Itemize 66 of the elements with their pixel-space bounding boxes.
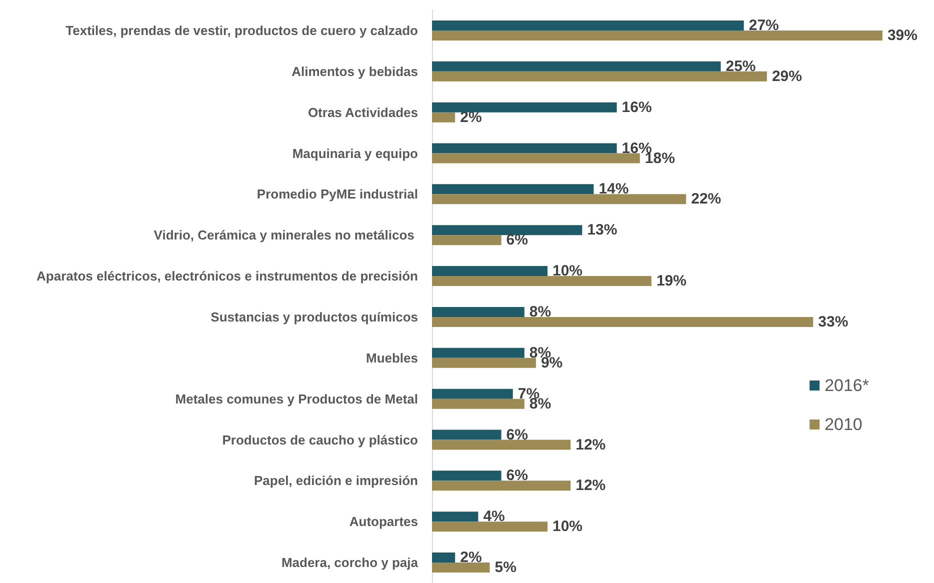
data-label: 4% xyxy=(483,508,505,526)
y-tick-label: Autopartes xyxy=(349,514,418,530)
bar xyxy=(432,348,524,358)
bar xyxy=(432,225,582,236)
data-label: 6% xyxy=(506,232,528,249)
bar xyxy=(432,194,686,204)
bar xyxy=(432,552,456,563)
bar xyxy=(432,470,502,481)
data-label: 12% xyxy=(576,477,606,494)
bar xyxy=(432,316,814,327)
data-label: 2% xyxy=(460,549,482,566)
bar xyxy=(432,184,594,194)
data-label: 12% xyxy=(576,436,606,454)
bar xyxy=(432,30,882,40)
legend-label: 2010 xyxy=(824,415,862,434)
legend-label: 2016* xyxy=(824,376,870,395)
y-tick-label: Alimentos y bebidas xyxy=(292,64,418,79)
data-label: 10% xyxy=(552,262,583,280)
bar xyxy=(432,112,456,122)
data-label: 27% xyxy=(748,16,779,34)
data-label: 25% xyxy=(726,58,756,75)
y-tick-label: Maquinaria y equipo xyxy=(292,146,418,161)
bar xyxy=(432,71,767,82)
y-tick-label: Promedio PyME industrial xyxy=(256,186,418,202)
data-label: 19% xyxy=(656,272,686,290)
bar xyxy=(432,306,524,317)
data-label: 16% xyxy=(622,98,652,116)
bar xyxy=(432,398,524,409)
data-label: 29% xyxy=(772,68,802,85)
bar xyxy=(432,20,744,30)
bar xyxy=(432,480,571,491)
bar xyxy=(432,512,478,522)
bar xyxy=(432,266,548,276)
bar xyxy=(432,61,721,72)
bar xyxy=(432,235,502,246)
y-tick-label: Vidrio, Cerámica y minerales no metálicos xyxy=(154,228,418,243)
data-label: 2% xyxy=(460,108,482,126)
y-tick-label: Madera, corcho y paja xyxy=(281,555,419,570)
bar xyxy=(432,276,652,286)
bar xyxy=(432,522,548,532)
data-label: 8% xyxy=(529,303,552,320)
y-tick-label: Otras Actividades xyxy=(308,104,418,120)
bar xyxy=(432,143,617,154)
y-tick-label: Textiles, prendas de vestir, productos de cuero y calzado xyxy=(66,22,418,38)
y-tick-label: Sustancias y productos químicos xyxy=(210,309,418,324)
bar xyxy=(432,430,502,440)
data-label: 22% xyxy=(691,190,722,208)
y-tick-label: Muebles xyxy=(366,350,418,366)
y-tick-label: Metales comunes y Productos de Metal xyxy=(175,391,418,406)
bar xyxy=(432,358,536,368)
data-label: 14% xyxy=(598,180,629,198)
data-label: 33% xyxy=(818,313,848,330)
data-label: 10% xyxy=(552,518,583,536)
bar xyxy=(432,388,513,399)
bar xyxy=(432,562,490,573)
y-tick-label: Productos de caucho y plástico xyxy=(222,432,418,448)
bar xyxy=(432,102,617,112)
data-label: 5% xyxy=(494,559,516,576)
data-label: 39% xyxy=(887,26,918,44)
bar xyxy=(432,153,640,164)
data-label: 6% xyxy=(506,426,528,444)
data-label: 13% xyxy=(587,222,618,239)
bar xyxy=(432,440,571,450)
y-tick-label: Aparatos eléctricos, electrónicos e instrumentos de precisión xyxy=(36,268,418,284)
data-label: 6% xyxy=(506,467,528,484)
y-tick-label: Papel, edición e impresión xyxy=(254,473,418,488)
